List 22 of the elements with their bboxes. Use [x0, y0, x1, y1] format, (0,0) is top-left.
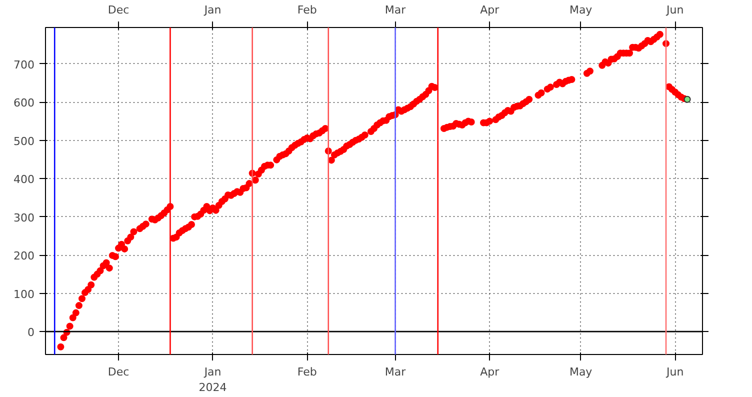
x2-tick-label: Jun [666, 4, 684, 16]
x-tick-label: Jan 2024 [198, 366, 227, 394]
x2-tick-label: Apr [480, 4, 500, 16]
y-tick-label: 600 [14, 96, 35, 110]
y-tick-label: 500 [14, 134, 35, 148]
x2-tick-label: May [569, 4, 593, 16]
x2-tick-label: Mar [384, 4, 406, 16]
x2-tick-label: Feb [297, 4, 317, 16]
x-tick-label: Dec [108, 366, 130, 378]
x-tick-label: Mar [384, 366, 406, 378]
y-tick-label: 700 [14, 58, 35, 72]
y-tick-label: 200 [14, 250, 35, 263]
y-tick-label: 100 [14, 288, 35, 301]
x-tick-label: Jun [666, 366, 684, 378]
x-tick-label: Feb [297, 366, 317, 378]
x-tick-label: Apr [480, 366, 500, 378]
y-tick-label: 400 [14, 173, 35, 186]
x2-tick-label: Dec [108, 4, 130, 16]
x2-tick-label: Jan [203, 4, 222, 16]
y-tick-label: 300 [14, 211, 35, 224]
y-tick-label: 0 [28, 326, 34, 340]
x-tick-label: May [569, 366, 593, 378]
